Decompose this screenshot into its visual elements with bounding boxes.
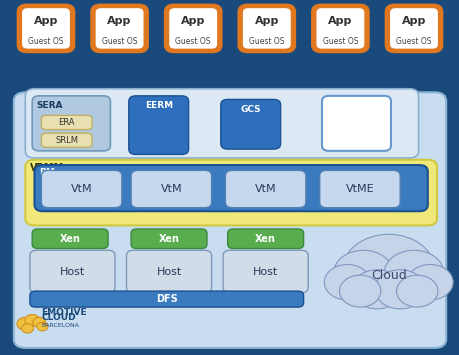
Circle shape	[396, 275, 437, 307]
Text: Guest OS: Guest OS	[101, 37, 137, 46]
FancyBboxPatch shape	[30, 291, 303, 307]
FancyBboxPatch shape	[165, 5, 220, 51]
FancyBboxPatch shape	[312, 5, 367, 51]
FancyBboxPatch shape	[34, 165, 427, 211]
Text: VRMM: VRMM	[30, 163, 64, 173]
Text: Host: Host	[156, 267, 181, 277]
Circle shape	[37, 322, 48, 331]
Text: Guest OS: Guest OS	[175, 37, 211, 46]
Circle shape	[333, 250, 392, 296]
FancyBboxPatch shape	[316, 8, 364, 49]
Circle shape	[17, 317, 34, 330]
Text: Guest OS: Guest OS	[322, 37, 358, 46]
Text: Xen: Xen	[158, 234, 179, 244]
FancyBboxPatch shape	[131, 229, 207, 248]
FancyBboxPatch shape	[227, 229, 303, 248]
Text: App: App	[254, 16, 278, 26]
Text: SERA: SERA	[37, 101, 63, 110]
Text: EMOTIVE: EMOTIVE	[41, 308, 87, 317]
FancyBboxPatch shape	[32, 96, 110, 151]
FancyBboxPatch shape	[32, 229, 108, 248]
FancyBboxPatch shape	[242, 8, 290, 49]
Text: Guest OS: Guest OS	[28, 37, 64, 46]
Circle shape	[22, 324, 34, 333]
Text: App: App	[34, 16, 58, 26]
Text: ERA: ERA	[58, 118, 75, 127]
Circle shape	[351, 270, 402, 309]
Circle shape	[374, 270, 425, 309]
Text: BARCELONA: BARCELONA	[41, 323, 79, 328]
FancyBboxPatch shape	[225, 170, 305, 208]
FancyBboxPatch shape	[129, 96, 188, 154]
FancyBboxPatch shape	[92, 5, 147, 51]
FancyBboxPatch shape	[239, 5, 294, 51]
Circle shape	[33, 317, 45, 327]
Text: EERM: EERM	[144, 101, 173, 110]
Circle shape	[324, 264, 369, 300]
FancyBboxPatch shape	[41, 133, 92, 147]
Text: Xen: Xen	[60, 234, 80, 244]
FancyBboxPatch shape	[131, 170, 211, 208]
Text: DFS: DFS	[156, 294, 177, 304]
FancyBboxPatch shape	[95, 8, 143, 49]
Text: RM: RM	[39, 168, 55, 177]
FancyBboxPatch shape	[41, 170, 122, 208]
Circle shape	[406, 264, 452, 300]
Text: GCS: GCS	[240, 105, 260, 114]
FancyBboxPatch shape	[25, 89, 418, 158]
FancyBboxPatch shape	[319, 170, 399, 208]
Text: App: App	[328, 16, 352, 26]
Text: Host: Host	[252, 267, 278, 277]
Text: App: App	[181, 16, 205, 26]
Circle shape	[383, 250, 443, 296]
Circle shape	[25, 315, 39, 326]
Text: Guest OS: Guest OS	[248, 37, 284, 46]
Text: CLOUD: CLOUD	[41, 313, 76, 322]
FancyBboxPatch shape	[22, 8, 70, 49]
FancyBboxPatch shape	[30, 250, 115, 293]
FancyBboxPatch shape	[220, 99, 280, 149]
FancyBboxPatch shape	[25, 160, 436, 225]
Text: VtME: VtME	[345, 184, 374, 194]
FancyBboxPatch shape	[14, 92, 445, 348]
Text: VtM: VtM	[254, 184, 276, 194]
FancyBboxPatch shape	[41, 115, 92, 130]
FancyBboxPatch shape	[169, 8, 217, 49]
FancyBboxPatch shape	[386, 5, 441, 51]
Text: SRLM: SRLM	[55, 136, 78, 145]
FancyBboxPatch shape	[321, 96, 390, 151]
FancyBboxPatch shape	[389, 8, 437, 49]
Text: App: App	[401, 16, 425, 26]
Text: Cloud: Cloud	[370, 269, 406, 282]
Circle shape	[342, 234, 434, 305]
Circle shape	[339, 275, 380, 307]
Text: VtM: VtM	[160, 184, 182, 194]
FancyBboxPatch shape	[126, 250, 211, 293]
Text: App: App	[107, 16, 131, 26]
FancyBboxPatch shape	[18, 5, 73, 51]
Text: Guest OS: Guest OS	[395, 37, 431, 46]
Text: VtM: VtM	[71, 184, 92, 194]
Text: Host: Host	[60, 267, 85, 277]
FancyBboxPatch shape	[223, 250, 308, 293]
Text: Xen: Xen	[255, 234, 275, 244]
